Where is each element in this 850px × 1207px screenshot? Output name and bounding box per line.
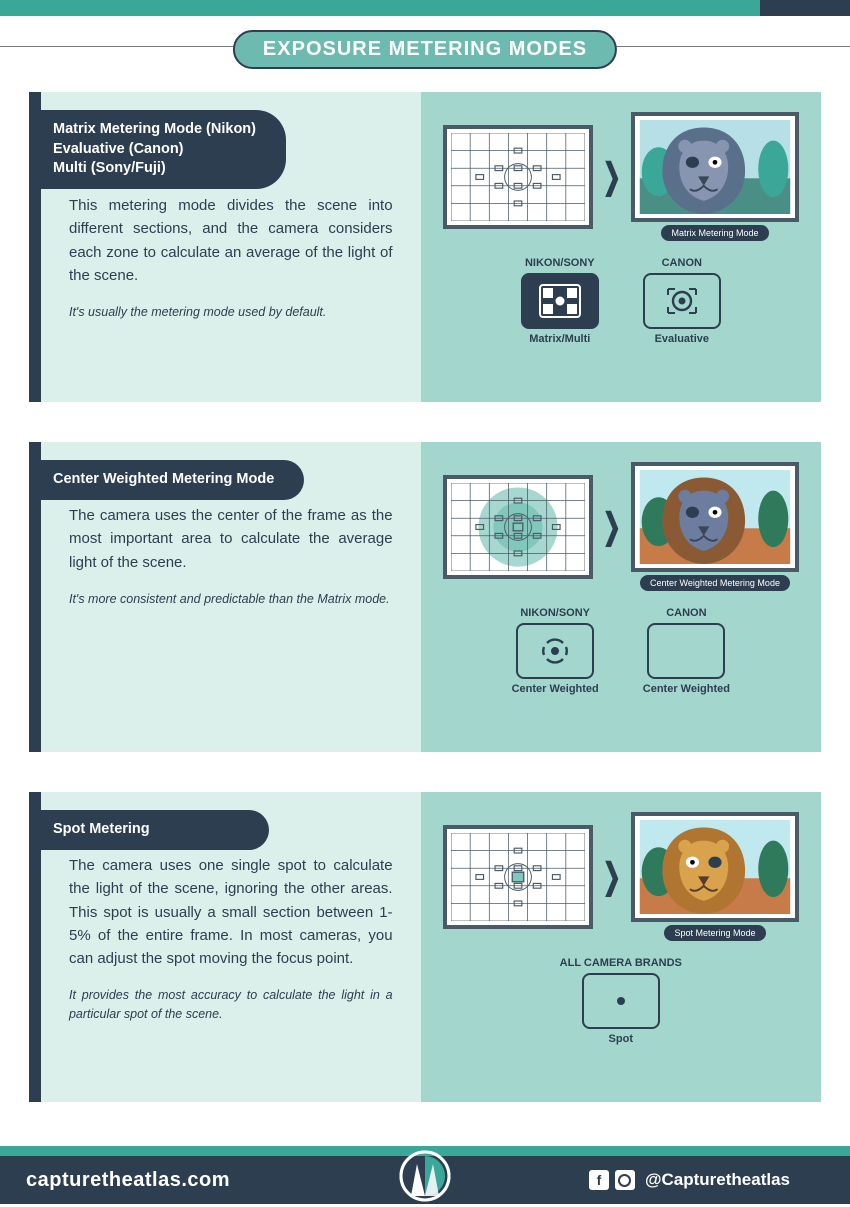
card-left: Matrix Metering Mode (Nikon)Evaluative (… [41,92,421,402]
icon-brand: ALL CAMERA BRANDS [560,957,682,969]
card-desc: The camera uses one single spot to calcu… [69,854,393,970]
metering-icon [516,623,594,679]
card: Spot Metering The camera uses one single… [29,792,821,1102]
sample-photo [631,462,799,572]
photo-wrap: Center Weighted Metering Mode [631,462,799,591]
card-desc: The camera uses the center of the frame … [69,504,393,574]
top-strip [0,0,850,16]
metering-icon [521,273,599,329]
metering-icon [643,273,721,329]
icon-brand: CANON [666,607,706,619]
card-note: It provides the most accuracy to calcula… [69,986,393,1024]
instagram-icon [615,1170,635,1190]
icon-mode: Center Weighted [643,683,730,695]
viz-row: ❯ Center Weighted Metering Mode [443,462,799,591]
cards-container: Matrix Metering Mode (Nikon)Evaluative (… [29,92,821,1102]
arrow-icon: ❯ [603,506,621,548]
viz-row: ❯ Matrix Metering Mode [443,112,799,241]
card-badge: Matrix Metering Mode (Nikon)Evaluative (… [29,110,286,189]
icon-brand: NIKON/SONY [520,607,590,619]
icon-brand: NIKON/SONY [525,257,595,269]
top-strip-dark [760,0,850,16]
top-strip-teal [0,0,760,16]
facebook-icon: f [589,1170,609,1190]
icon-mode: Evaluative [655,333,709,345]
icon-col: NIKON/SONY Center Weighted [512,607,599,695]
card-desc: This metering mode divides the scene int… [69,194,393,287]
viz-row: ❯ Spot Metering Mode [443,812,799,941]
page-title: EXPOSURE METERING MODES [233,30,617,69]
metering-icon [582,973,660,1029]
card-note: It's more consistent and predictable tha… [69,590,393,609]
icon-row: NIKON/SONY Matrix/Multi CANON Eva [443,257,799,345]
icon-col: CANON Center Weighted [643,607,730,695]
footer-social: f @Capturetheatlas [589,1170,790,1190]
viewfinder-grid [443,825,593,929]
icon-mode: Spot [609,1033,633,1045]
metering-icon [647,623,725,679]
card: Matrix Metering Mode (Nikon)Evaluative (… [29,92,821,402]
card-badge: Center Weighted Metering Mode [29,460,304,500]
card-right: ❯ Matrix Metering Mode [421,92,821,402]
viewfinder-grid [443,125,593,229]
footer: capturetheatlas.com f @Capturetheatlas [0,1146,850,1204]
card-right: ❯ Spot Metering Mode [421,792,821,1102]
footer-site: capturetheatlas.com [26,1169,230,1192]
footer-handle: @Capturetheatlas [645,1170,790,1190]
card-left: Spot Metering The camera uses one single… [41,792,421,1102]
viewfinder-grid [443,475,593,579]
card-right: ❯ Center Weighted Metering Mode [421,442,821,752]
icon-col: NIKON/SONY Matrix/Multi [521,257,599,345]
sample-photo [631,112,799,222]
icon-brand: CANON [662,257,702,269]
icon-col: CANON Evaluative [643,257,721,345]
card-note: It's usually the metering mode used by d… [69,303,393,322]
icon-row: NIKON/SONY Center Weighted CANON Center … [443,607,799,695]
arrow-icon: ❯ [603,856,621,898]
arrow-icon: ❯ [603,156,621,198]
sample-photo [631,812,799,922]
photo-wrap: Matrix Metering Mode [631,112,799,241]
card-left: Center Weighted Metering Mode The camera… [41,442,421,752]
icon-col: ALL CAMERA BRANDS Spot [560,957,682,1045]
footer-dark-bar: capturetheatlas.com f @Capturetheatlas [0,1156,850,1204]
footer-logo [399,1150,451,1202]
photo-caption: Center Weighted Metering Mode [640,575,790,591]
icon-mode: Center Weighted [512,683,599,695]
photo-wrap: Spot Metering Mode [631,812,799,941]
card: Center Weighted Metering Mode The camera… [29,442,821,752]
icon-mode: Matrix/Multi [529,333,590,345]
photo-caption: Matrix Metering Mode [661,225,768,241]
card-badge: Spot Metering [29,810,269,850]
photo-caption: Spot Metering Mode [664,925,765,941]
icon-row: ALL CAMERA BRANDS Spot [443,957,799,1045]
